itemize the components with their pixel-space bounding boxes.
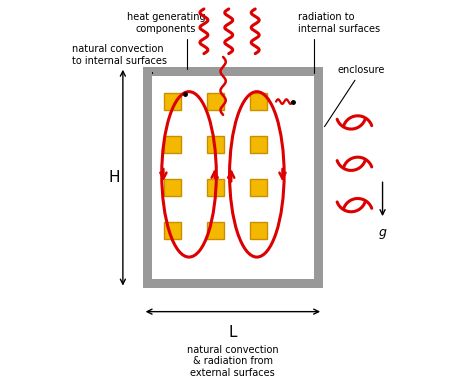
Bar (250, 93, 267, 110)
Text: enclosure: enclosure (325, 65, 385, 127)
Bar (164, 222, 181, 239)
Text: H: H (109, 170, 120, 185)
Text: natural convection
to internal surfaces: natural convection to internal surfaces (72, 44, 166, 74)
Bar (207, 222, 224, 239)
Bar (250, 222, 267, 239)
Text: natural convection
& radiation from
external surfaces: natural convection & radiation from exte… (187, 345, 279, 377)
Bar (143, 67, 323, 288)
Text: heat generating
components: heat generating components (127, 12, 205, 69)
Bar (207, 93, 224, 110)
Bar (164, 136, 181, 153)
Text: g: g (379, 226, 386, 239)
Bar (207, 179, 224, 196)
Bar (250, 179, 267, 196)
Bar (152, 76, 314, 279)
Text: radiation to
internal surfaces: radiation to internal surfaces (298, 12, 380, 74)
Bar (164, 93, 181, 110)
Text: L: L (228, 325, 237, 340)
Bar (164, 179, 181, 196)
Bar (250, 136, 267, 153)
Bar (207, 136, 224, 153)
